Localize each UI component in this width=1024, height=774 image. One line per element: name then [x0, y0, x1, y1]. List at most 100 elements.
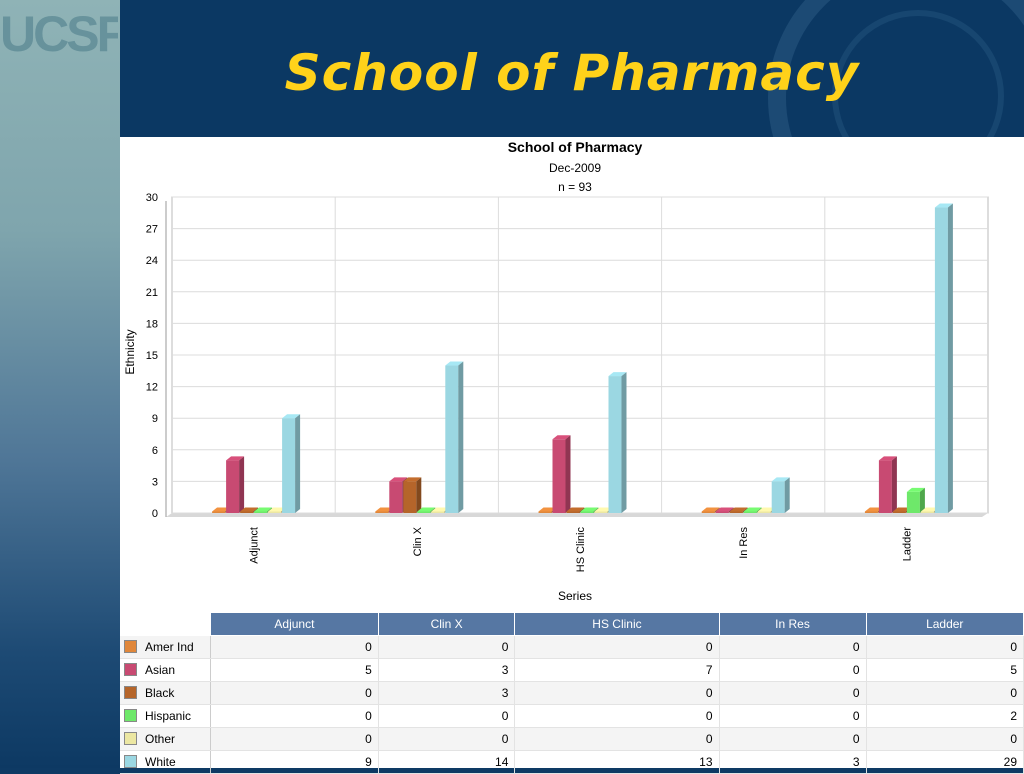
- table-cell: 13: [514, 750, 720, 774]
- y-tick-label: 9: [152, 413, 158, 425]
- legend-swatch: [124, 663, 137, 676]
- bar-ladder-asian: [878, 456, 897, 513]
- table-row: Amer Ind 0 0 0 0 0: [120, 635, 1024, 659]
- y-tick-label: 12: [146, 382, 158, 394]
- legend-swatch: [124, 639, 137, 653]
- table-row: Black 0 3 0 0 0: [120, 681, 1024, 705]
- table-cell: 2: [866, 704, 1024, 728]
- table-row: Asian 5 3 7 0 5: [120, 658, 1024, 682]
- slide-title: School of Pharmacy: [284, 44, 860, 102]
- x-tick-label: In Res: [738, 527, 750, 559]
- bar-adjunct-asian: [226, 456, 245, 513]
- table-cell: 14: [378, 750, 516, 774]
- university-seal-ring: [832, 10, 1004, 137]
- table-cell: 0: [514, 635, 720, 659]
- table-cell: 3: [378, 658, 516, 682]
- table-cell: 0: [719, 635, 867, 659]
- series-name: Black: [145, 686, 175, 700]
- bar-adjunct-white: [282, 414, 301, 513]
- legend-swatch: [124, 686, 137, 699]
- table-cell: 0: [719, 681, 867, 705]
- ucsf-logo: UCSF: [0, 6, 118, 62]
- series-legend-cell: Amer Ind: [120, 635, 211, 659]
- y-tick-label: 27: [146, 224, 158, 236]
- table-cell: 0: [378, 635, 516, 659]
- table-cell: 0: [378, 727, 516, 751]
- bar-clin-x-black: [403, 477, 422, 513]
- table-cell: 3: [719, 750, 867, 774]
- table-cell: 0: [866, 681, 1024, 705]
- series-legend-cell: Hispanic: [120, 704, 211, 728]
- y-tick-label: 24: [146, 255, 158, 267]
- table-cell: 9: [210, 750, 379, 774]
- table-column-header: HS Clinic: [514, 612, 720, 636]
- legend-swatch: [124, 709, 137, 722]
- table-cell: 0: [210, 727, 379, 751]
- series-name: Amer Ind: [145, 639, 194, 654]
- bar-ladder-hispanic: [906, 487, 925, 513]
- y-tick-label: 3: [152, 476, 158, 488]
- table-cell: 0: [719, 727, 867, 751]
- table-row: Other 0 0 0 0 0: [120, 727, 1024, 751]
- table-cell: 0: [514, 681, 720, 705]
- y-axis-label: Ethnicity: [123, 329, 137, 374]
- chart-panel: School of Pharmacy Dec-2009 n = 93 Ethni…: [120, 137, 1024, 774]
- table-cell: 0: [210, 635, 379, 659]
- bar-ladder-white: [934, 203, 953, 513]
- table-column-header: In Res: [718, 612, 867, 636]
- series-legend-cell: Other: [120, 727, 211, 751]
- bar-chart: School of Pharmacy Dec-2009 n = 93 Ethni…: [123, 139, 989, 603]
- table-cell: 0: [210, 704, 379, 728]
- table-cell: 7: [514, 658, 720, 682]
- x-tick-label: Ladder: [901, 527, 913, 562]
- x-tick-label: Adjunct: [249, 527, 261, 564]
- x-tick-label: HS Clinic: [575, 527, 587, 573]
- table-cell: 0: [866, 727, 1024, 751]
- y-tick-label: 30: [146, 192, 158, 204]
- chart-title: School of Pharmacy: [508, 139, 643, 155]
- table-corner: [120, 612, 211, 636]
- series-name: Other: [145, 732, 176, 746]
- y-tick-label: 6: [152, 445, 158, 457]
- x-tick-label: Clin X: [412, 526, 424, 556]
- y-tick-label: 15: [146, 350, 158, 362]
- series-legend-cell: White: [120, 750, 211, 774]
- table-cell: 0: [210, 681, 379, 705]
- table-cell: 5: [866, 658, 1024, 682]
- table-cell: 0: [866, 635, 1024, 659]
- table-row: Hispanic 0 0 0 0 2: [120, 704, 1024, 728]
- left-band: [0, 0, 120, 768]
- legend-swatch: [124, 755, 137, 768]
- table-column-header: Adjunct: [210, 612, 379, 636]
- table-cell: 0: [514, 704, 720, 728]
- table-cell: 3: [378, 681, 516, 705]
- header-band: [120, 0, 1024, 137]
- chart-subtitle: Dec-2009: [549, 161, 601, 175]
- table-cell: 5: [210, 658, 379, 682]
- chart-note: n = 93: [558, 180, 592, 194]
- series-legend-cell: Black: [120, 681, 211, 705]
- table-column-header: Clin X: [377, 612, 516, 636]
- series-name: Hispanic: [145, 709, 192, 723]
- bar-hs-clinic-white: [608, 372, 627, 513]
- series-legend-cell: Asian: [120, 658, 211, 682]
- y-tick-label: 18: [146, 318, 158, 330]
- table-cell: 29: [866, 750, 1024, 774]
- table-column-header: Ladder: [865, 612, 1024, 636]
- bar-clin-x-white: [445, 361, 464, 513]
- bar-hs-clinic-asian: [552, 435, 571, 513]
- y-tick-label: 0: [152, 508, 158, 520]
- table-cell: 0: [514, 727, 720, 751]
- bar-in-res-white: [771, 477, 790, 513]
- legend-swatch: [124, 732, 137, 745]
- series-name: Asian: [145, 663, 176, 677]
- x-axis-label: Series: [558, 589, 592, 603]
- y-tick-label: 21: [146, 287, 158, 299]
- plot-floor: [166, 513, 988, 517]
- data-table: Adjunct Clin X HS Clinic In Res Ladder Amer …: [120, 612, 1024, 774]
- series-name: White: [145, 755, 176, 769]
- table-cell: 0: [378, 704, 516, 728]
- table-cell: 0: [719, 704, 867, 728]
- table-cell: 0: [719, 658, 867, 682]
- table-row: White 9 14 13 3 29: [120, 750, 1024, 774]
